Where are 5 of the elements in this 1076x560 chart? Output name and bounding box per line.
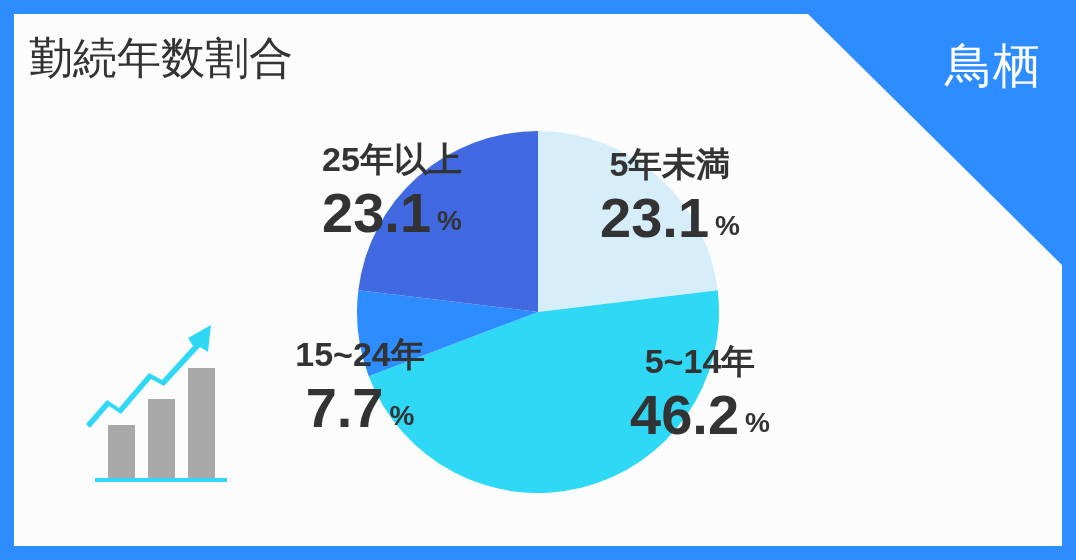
chart-title: 勤続年数割合: [29, 31, 293, 83]
slice-label: 5年未満: [609, 145, 731, 183]
data-label: 23.1%: [600, 185, 741, 249]
text: 鳥栖: [944, 37, 1041, 93]
data-label: 7.7%: [305, 375, 415, 439]
